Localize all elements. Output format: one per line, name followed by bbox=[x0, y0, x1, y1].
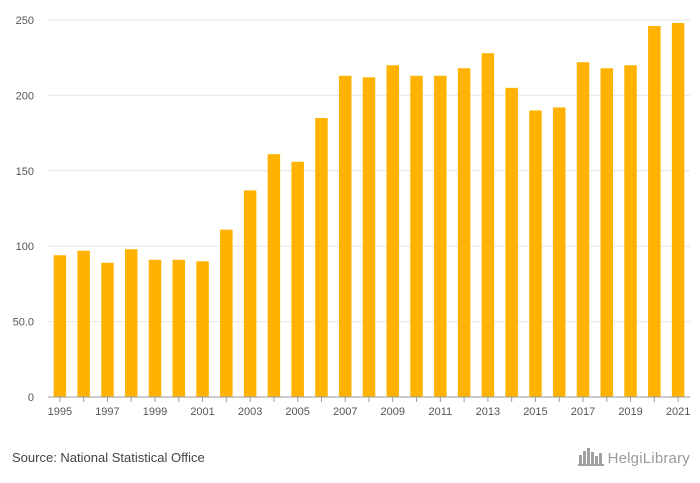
bar-series bbox=[53, 23, 685, 398]
bar-2013 bbox=[481, 53, 495, 398]
bar-1998 bbox=[124, 249, 138, 397]
x-tick-label: 2011 bbox=[429, 406, 453, 418]
x-tick-label: 2021 bbox=[666, 406, 690, 418]
y-tick-label: 100 bbox=[16, 241, 34, 253]
city-skyline-icon bbox=[577, 446, 604, 471]
x-tick-label: 2005 bbox=[285, 406, 309, 418]
bar-2005 bbox=[291, 161, 304, 397]
bar-2007 bbox=[338, 75, 352, 398]
x-tick-label: 2013 bbox=[476, 406, 500, 418]
bar-2000 bbox=[172, 259, 186, 397]
y-tick-label: 250 bbox=[16, 15, 34, 27]
x-tick-label: 2001 bbox=[190, 406, 214, 418]
x-tick-label: 1999 bbox=[143, 406, 167, 418]
bar-2001 bbox=[196, 261, 209, 397]
x-tick-label: 2017 bbox=[571, 406, 595, 418]
bar-2012 bbox=[457, 68, 471, 398]
bar-2016 bbox=[552, 107, 566, 398]
bar-2002 bbox=[220, 229, 233, 397]
bar-2003 bbox=[243, 190, 257, 397]
y-tick-label: 50.0 bbox=[13, 317, 34, 329]
bar-1995 bbox=[53, 255, 67, 397]
x-tick-label: 2015 bbox=[523, 406, 547, 418]
bar-2019 bbox=[624, 65, 637, 398]
bar-2020 bbox=[648, 26, 661, 397]
bar-1999 bbox=[148, 259, 162, 397]
bar-2004 bbox=[267, 154, 281, 397]
x-tick-label: 2007 bbox=[333, 406, 357, 418]
y-axis-ticks: 0 50.0 100 150 200 250 bbox=[13, 15, 34, 404]
x-tick-label: 2003 bbox=[238, 406, 262, 418]
bar-2011 bbox=[434, 75, 447, 398]
bar-1997 bbox=[101, 262, 114, 397]
y-tick-label: 200 bbox=[16, 90, 34, 102]
bar-2006 bbox=[315, 118, 328, 398]
bar-1996 bbox=[77, 250, 90, 397]
x-axis-ticks: 1995 1997 1999 2001 2003 2005 2007 2009 2011 2013… bbox=[48, 397, 690, 418]
bar-2021 bbox=[671, 23, 685, 398]
bar-2009 bbox=[386, 65, 400, 398]
x-tick-label: 1997 bbox=[95, 406, 119, 418]
x-tick-label: 2019 bbox=[618, 406, 642, 418]
y-tick-label: 0 bbox=[28, 392, 34, 404]
bar-2015 bbox=[529, 110, 542, 397]
bar-2017 bbox=[576, 62, 590, 397]
y-tick-label: 150 bbox=[16, 166, 34, 178]
source-note: Source: National Statistical Office bbox=[12, 450, 205, 465]
bar-chart: 0 50.0 100 150 200 250 1995 1997 1999 2001 2003 20… bbox=[13, 15, 691, 418]
brand-name: HelgiLibrary bbox=[607, 449, 690, 467]
bar-2014 bbox=[505, 87, 518, 398]
bar-2018 bbox=[600, 68, 614, 398]
x-tick-label: 1995 bbox=[48, 406, 72, 418]
bar-2008 bbox=[362, 77, 376, 397]
x-tick-label: 2009 bbox=[381, 406, 405, 418]
bar-2010 bbox=[410, 75, 423, 398]
brand-logo: HelgiLibrary bbox=[577, 446, 690, 471]
